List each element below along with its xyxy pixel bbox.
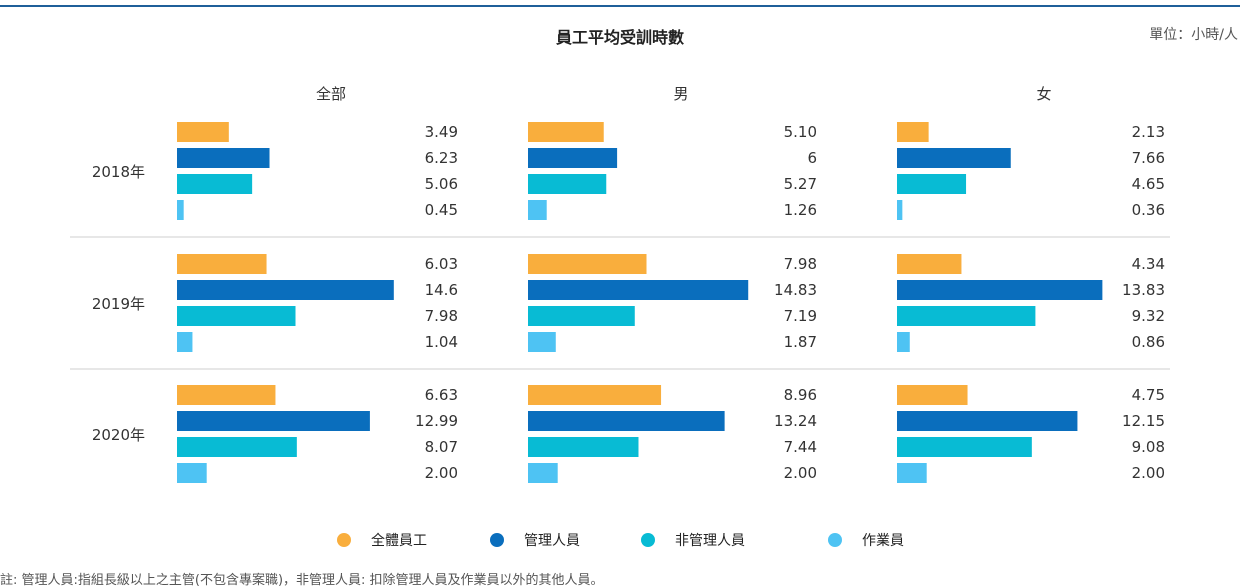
value-label-1-1-0: 14.6 bbox=[425, 281, 458, 299]
legend-label-1: 管理人員 bbox=[524, 533, 580, 549]
bar-0-2-2 bbox=[897, 174, 967, 194]
bar-1-0-2 bbox=[897, 254, 962, 274]
value-label-2-0-0: 6.63 bbox=[425, 386, 458, 404]
value-label-2-1-1: 13.24 bbox=[774, 412, 817, 430]
bar-0-3-2 bbox=[897, 200, 903, 220]
value-label-2-3-2: 2.00 bbox=[1132, 464, 1165, 482]
legend: 全體員工 管理人員 非管理人員 作業員 bbox=[0, 530, 1240, 550]
bar-2-3-0 bbox=[177, 463, 207, 483]
training-hours-chart: 全部 男 女 2018年 3.49 5.10 2.13 6.23 6 7.66 5.06 5.27 4.… bbox=[70, 85, 1170, 483]
value-label-1-2-2: 9.32 bbox=[1132, 307, 1165, 325]
bar-2-2-0 bbox=[177, 437, 297, 457]
group-label-1: 2019年 bbox=[92, 295, 145, 313]
bar-0-0-1 bbox=[528, 122, 604, 142]
bar-2-1-1 bbox=[528, 411, 725, 431]
bar-0-1-2 bbox=[897, 148, 1011, 168]
legend-label-0: 全體員工 bbox=[371, 533, 427, 549]
bar-0-2-1 bbox=[528, 174, 607, 194]
bar-1-0-1 bbox=[528, 254, 647, 274]
bar-1-1-0 bbox=[177, 280, 394, 300]
bar-1-2-0 bbox=[177, 306, 296, 326]
legend-swatch-1 bbox=[490, 533, 504, 547]
value-label-2-0-2: 4.75 bbox=[1132, 386, 1165, 404]
bar-1-1-2 bbox=[897, 280, 1103, 300]
value-label-0-0-0: 3.49 bbox=[425, 123, 458, 141]
bar-2-2-1 bbox=[528, 437, 639, 457]
value-label-1-3-2: 0.86 bbox=[1132, 333, 1165, 351]
group-label-0: 2018年 bbox=[92, 163, 145, 181]
bar-0-3-0 bbox=[177, 200, 184, 220]
value-label-1-1-2: 13.83 bbox=[1122, 281, 1165, 299]
panel-header-2: 女 bbox=[1036, 85, 1051, 103]
bar-0-1-1 bbox=[528, 148, 618, 168]
bar-1-1-1 bbox=[528, 280, 749, 300]
bar-1-3-2 bbox=[897, 332, 910, 352]
value-label-2-2-1: 7.44 bbox=[784, 438, 817, 456]
value-label-1-0-1: 7.98 bbox=[784, 255, 817, 273]
bar-1-3-1 bbox=[528, 332, 556, 352]
legend-swatch-3 bbox=[828, 533, 842, 547]
legend-item-0: 全體員工 bbox=[337, 530, 427, 550]
value-label-2-3-1: 2.00 bbox=[784, 464, 817, 482]
legend-swatch-2 bbox=[641, 533, 655, 547]
value-label-0-2-1: 5.27 bbox=[784, 175, 817, 193]
legend-label-2: 非管理人員 bbox=[675, 533, 745, 549]
bar-2-0-0 bbox=[177, 385, 276, 405]
bar-0-2-0 bbox=[177, 174, 253, 194]
bar-1-3-0 bbox=[177, 332, 193, 352]
value-label-1-3-0: 1.04 bbox=[425, 333, 458, 351]
legend-label-3: 作業員 bbox=[862, 533, 904, 549]
value-label-1-1-1: 14.83 bbox=[774, 281, 817, 299]
panel-header-1: 男 bbox=[673, 85, 688, 103]
panel-header-0: 全部 bbox=[316, 85, 346, 103]
bar-1-0-0 bbox=[177, 254, 267, 274]
bar-1-2-1 bbox=[528, 306, 635, 326]
value-label-2-1-2: 12.15 bbox=[1122, 412, 1165, 430]
value-label-0-3-1: 1.26 bbox=[784, 201, 817, 219]
bar-1-2-2 bbox=[897, 306, 1036, 326]
bar-0-1-0 bbox=[177, 148, 270, 168]
group-label-2: 2020年 bbox=[92, 426, 145, 444]
bar-2-0-2 bbox=[897, 385, 968, 405]
footnote: 註: 管理人員:指組長級以上之主管(不包含專案職)，非管理人員: 扣除管理人員及… bbox=[0, 573, 604, 588]
value-label-2-2-2: 9.08 bbox=[1132, 438, 1165, 456]
value-label-1-0-0: 6.03 bbox=[425, 255, 458, 273]
value-label-2-0-1: 8.96 bbox=[784, 386, 817, 404]
top-rule bbox=[0, 5, 1240, 7]
value-label-0-1-1: 6 bbox=[807, 149, 817, 167]
bar-2-2-2 bbox=[897, 437, 1032, 457]
value-label-1-2-0: 7.98 bbox=[425, 307, 458, 325]
value-label-0-0-2: 2.13 bbox=[1132, 123, 1165, 141]
bar-2-3-1 bbox=[528, 463, 558, 483]
bar-2-0-1 bbox=[528, 385, 662, 405]
chart-title: 員工平均受訓時數 bbox=[555, 28, 684, 47]
value-label-0-2-0: 5.06 bbox=[425, 175, 458, 193]
value-label-2-1-0: 12.99 bbox=[415, 412, 458, 430]
value-label-0-1-0: 6.23 bbox=[425, 149, 458, 167]
bar-2-1-0 bbox=[177, 411, 370, 431]
unit-label: 單位：小時/人 bbox=[1149, 27, 1238, 43]
legend-item-2: 非管理人員 bbox=[641, 530, 745, 550]
legend-swatch-0 bbox=[337, 533, 351, 547]
value-label-1-3-1: 1.87 bbox=[784, 333, 817, 351]
value-label-2-3-0: 2.00 bbox=[425, 464, 458, 482]
value-label-1-2-1: 7.19 bbox=[784, 307, 817, 325]
legend-item-3: 作業員 bbox=[828, 530, 904, 550]
value-label-0-3-0: 0.45 bbox=[425, 201, 458, 219]
bar-0-3-1 bbox=[528, 200, 547, 220]
bar-2-1-2 bbox=[897, 411, 1078, 431]
value-label-0-3-2: 0.36 bbox=[1132, 201, 1165, 219]
value-label-0-0-1: 5.10 bbox=[784, 123, 817, 141]
value-label-0-2-2: 4.65 bbox=[1132, 175, 1165, 193]
value-label-0-1-2: 7.66 bbox=[1132, 149, 1165, 167]
bar-0-0-0 bbox=[177, 122, 229, 142]
value-label-1-0-2: 4.34 bbox=[1132, 255, 1165, 273]
value-label-2-2-0: 8.07 bbox=[425, 438, 458, 456]
bar-0-0-2 bbox=[897, 122, 929, 142]
legend-item-1: 管理人員 bbox=[490, 530, 580, 550]
bar-2-3-2 bbox=[897, 463, 927, 483]
